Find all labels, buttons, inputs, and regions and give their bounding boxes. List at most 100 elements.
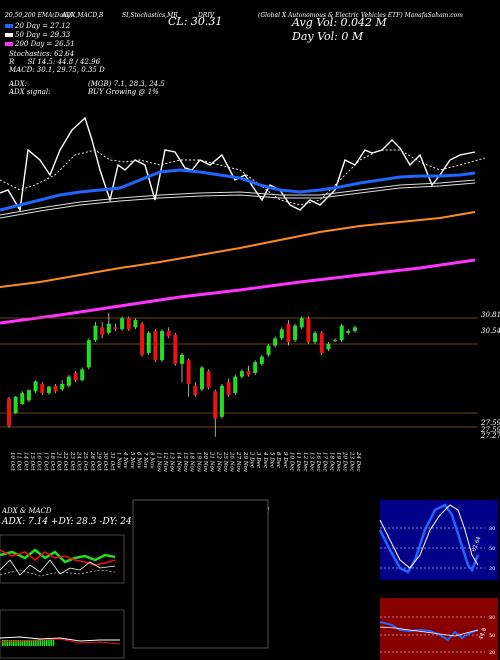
candle-body: [173, 334, 178, 364]
ema200-swatch: [5, 42, 13, 46]
x-axis-label: 21 Nov: [209, 451, 215, 473]
candle-body: [319, 332, 324, 353]
candle-body: [193, 385, 198, 395]
legend-si-text: SI 14.5: 44.8 / 42.96: [27, 58, 101, 66]
legend-ema200-text: 200 Day = 26.51: [15, 40, 75, 48]
candle-body: [213, 391, 218, 419]
x-axis-label: 24 Oct: [76, 451, 82, 471]
adx-panel-frame: [0, 534, 125, 584]
adx-line: [0, 559, 116, 576]
x-axis-label: 4 Dec: [262, 451, 268, 468]
legend-adx-values: (MGB) 7.1, 28.3, 24.5: [88, 80, 165, 88]
x-axis-label: 15 Nov: [182, 452, 188, 473]
stoch-panel-si: SI: [464, 507, 472, 515]
ema20-line: [0, 168, 476, 212]
legend-si: R SI 14.5: 44.8 / 42.96: [9, 58, 100, 66]
x-axis-label: 27 Nov: [235, 451, 241, 473]
candle-body: [73, 373, 78, 381]
x-axis-label: 6 Dec: [275, 452, 281, 468]
x-axis-label: 1 Nov: [115, 452, 121, 469]
x-axis-label: 23 Dec: [348, 451, 354, 472]
x-axis-label: 30 Oct: [102, 452, 108, 471]
price-tick-3: 27.59: [481, 419, 500, 427]
header-ticker: DRIV: [198, 12, 215, 19]
legend-macd: MACD: 30.1, 29.75, 0.35 D: [9, 66, 105, 74]
candle-body: [253, 362, 258, 373]
adx-minus-di-line: [0, 549, 116, 566]
legend-ema20: 20 Day = 27.12: [5, 22, 70, 30]
price-tick-2: 30.54: [481, 327, 500, 335]
macd-histogram-bar: [32, 640, 35, 646]
candle-body: [7, 398, 11, 426]
si-value-label: 44.8: [478, 627, 488, 641]
header-indicators-3: SI,Stochastics,MR: [122, 12, 178, 19]
candle-body: [66, 376, 71, 386]
header-indicators-1: 20,50,200 EMA(Daily): [5, 12, 73, 19]
x-axis-label: 12 Dec: [302, 452, 308, 472]
ema20-swatch: [5, 24, 13, 28]
si-tick: 50: [489, 633, 495, 639]
x-axis-label: 11 Dec: [295, 452, 301, 472]
candle-body: [20, 393, 25, 405]
legend-si-r: R: [9, 58, 15, 66]
ema100-line: [0, 211, 476, 288]
intraday-panel-title: Intra Day Trading Price & MR: [139, 507, 247, 515]
si-tick: 80: [489, 615, 495, 621]
x-axis-label: 18 Oct: [49, 452, 55, 471]
x-axis-label: 12 Nov: [162, 452, 168, 473]
stoch-tick: 50: [489, 546, 495, 552]
stoch-tick: 80: [489, 526, 495, 532]
x-axis-label: 5 Nov: [129, 452, 135, 469]
candle-body: [306, 318, 311, 342]
avg-volume-label: Avg Vol: 0.042 M: [292, 16, 387, 29]
legend-ema200: 200 Day = 26.51: [5, 40, 75, 48]
candle-body: [226, 382, 231, 395]
candle-body: [286, 323, 291, 342]
candle-body: [133, 320, 138, 328]
macd-histogram-bar: [46, 640, 48, 646]
adx-panel-title: ADX & MACD: [2, 507, 52, 515]
candle-body: [120, 318, 125, 330]
candle-body: [100, 327, 105, 335]
x-axis-label: 14 Oct: [22, 452, 28, 471]
intraday-si-title: SI: [262, 507, 270, 515]
legend-ema50: 50 Day = 29.33: [5, 31, 70, 39]
macd-histogram-bar: [41, 640, 44, 646]
legend-ema50-text: 50 Day = 29.33: [15, 31, 71, 39]
macd-histogram-bar: [6, 640, 8, 646]
x-axis-label: 11 Oct: [16, 452, 22, 471]
x-axis-label: 15 Oct: [29, 452, 35, 471]
candle-body: [326, 343, 331, 350]
macd-histogram-bar: [21, 640, 24, 646]
candle-body: [140, 323, 145, 355]
si-line: [379, 621, 479, 642]
si-panel-bg: [380, 598, 498, 660]
price-tick-4: 27.59: [481, 426, 500, 434]
x-axis-label: 22 Oct: [62, 451, 68, 471]
legend-adx: ADX:: [9, 80, 28, 88]
x-axis-label: 18 Nov: [189, 452, 195, 473]
candle-body: [353, 327, 357, 332]
x-axis-label: 6 Nov: [135, 452, 141, 469]
macd-histogram-bar: [35, 640, 37, 646]
candle-body: [180, 354, 184, 364]
price-line: [0, 116, 476, 213]
x-axis-label: 19 Nov: [195, 452, 201, 473]
macd-histogram-bar: [28, 640, 30, 646]
candle-body: [293, 325, 298, 341]
ema200-line: [0, 258, 476, 325]
x-axis-label: 9 Dec: [282, 452, 288, 468]
x-axis-label: 19 Dec: [335, 452, 341, 472]
header-fund-name: (Global X Autonomous & Electric Vehicles…: [258, 12, 463, 19]
macd-histogram-bar: [19, 640, 22, 646]
candle-body: [199, 367, 204, 390]
macd-histogram-bar: [37, 640, 39, 646]
candle-body: [233, 376, 238, 394]
ema50-line-b: [0, 182, 476, 219]
legend-stochastics: Stochastics: 62.64: [9, 50, 75, 58]
x-axis-label: 4 Nov: [122, 451, 128, 469]
candle-body: [60, 383, 65, 390]
macd-histogram-bar: [50, 640, 52, 646]
intraday-panel-frame: [132, 499, 269, 649]
si-signal-line: [379, 626, 479, 637]
